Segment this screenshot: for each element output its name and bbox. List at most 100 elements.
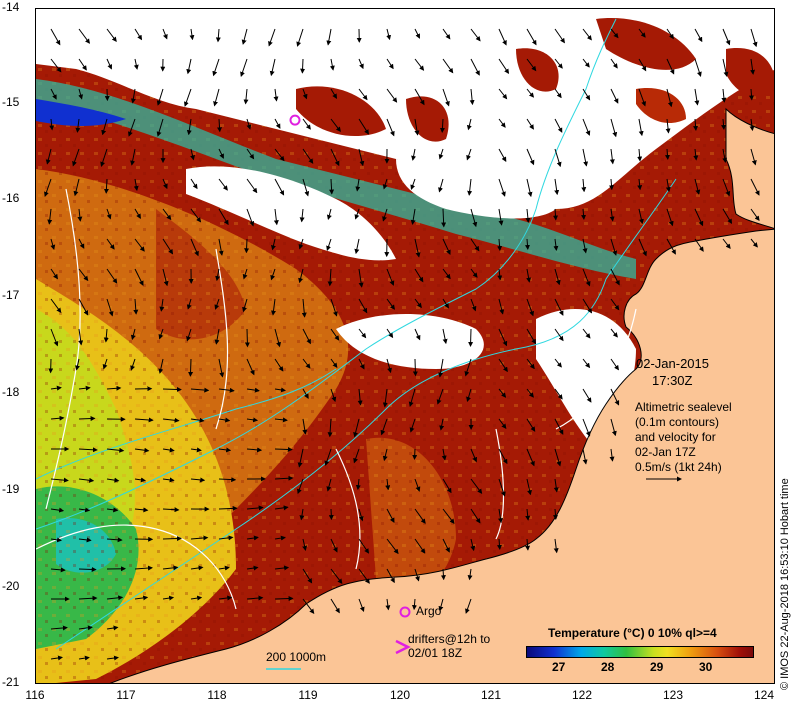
cold-band: [36, 79, 636, 279]
velocity-arrow: [78, 566, 97, 572]
velocity-arrow: [498, 28, 507, 46]
velocity-arrow: [554, 268, 561, 286]
velocity-arrow: [554, 448, 562, 467]
velocity-arrow: [468, 328, 474, 347]
bathymetry-200m: [55, 178, 677, 650]
velocity-arrow: [50, 268, 58, 280]
velocity-arrow: [330, 298, 338, 317]
velocity-arrow: [75, 358, 80, 371]
velocity-arrow: [158, 358, 164, 374]
lat-tick-label: -15: [2, 95, 20, 109]
velocity-arrow: [386, 298, 395, 310]
velocity-arrow: [218, 148, 224, 159]
sst-map-canvas: [36, 9, 774, 683]
lat-tick-label: -18: [2, 385, 20, 399]
cloud-mask-central-2: [396, 159, 556, 219]
velocity-arrow: [582, 238, 588, 254]
velocity-arrow: [246, 148, 255, 160]
velocity-arrow: [526, 418, 536, 432]
velocity-arrow: [101, 118, 108, 136]
velocity-arrow: [436, 388, 444, 405]
velocity-arrow: [694, 208, 704, 227]
drifters-legend-label: drifters@12h to: [408, 632, 491, 646]
velocity-arrow: [610, 388, 620, 406]
temperature-colorbar: [526, 646, 754, 658]
velocity-arrow: [470, 298, 477, 312]
velocity-arrow: [329, 178, 335, 195]
velocity-arrow: [274, 535, 286, 541]
argo-float-marker[interactable]: [289, 114, 301, 126]
velocity-arrow: [326, 208, 332, 220]
velocity-arrow: [78, 58, 87, 71]
velocity-arrow: [244, 238, 250, 254]
velocity-arrow: [326, 28, 332, 46]
velocity-arrow: [722, 238, 731, 249]
velocity-arrow: [100, 148, 108, 167]
velocity-arrow: [442, 538, 450, 553]
velocity-arrow: [218, 477, 237, 483]
velocity-arrow: [50, 298, 62, 314]
velocity-arrow: [582, 328, 591, 339]
velocity-arrow: [554, 28, 565, 44]
velocity-arrow: [328, 508, 334, 521]
velocity-arrow: [582, 388, 592, 403]
velocity-arrow: [750, 58, 756, 75]
velocity-arrow: [664, 148, 670, 160]
velocity-arrow: [78, 28, 90, 44]
velocity-arrow: [218, 238, 224, 256]
velocity-arrow: [582, 298, 593, 314]
colorbar-title: Temperature (°C) 0 10% ql>=4: [548, 626, 717, 640]
velocity-arrow: [162, 536, 182, 542]
argo-legend-icon: [399, 606, 411, 618]
velocity-arrow: [666, 238, 676, 255]
velocity-arrow: [302, 88, 308, 100]
velocity-arrow: [130, 88, 136, 104]
velocity-arrow: [722, 208, 733, 225]
velocity-arrow: [183, 88, 192, 107]
velocity-arrow: [581, 178, 587, 193]
velocity-arrow: [554, 148, 562, 168]
velocity-arrow: [242, 298, 248, 313]
velocity-arrow: [610, 268, 620, 286]
velocity-arrow: [102, 358, 108, 370]
velocity-arrow: [299, 508, 305, 521]
velocity-arrow: [212, 58, 220, 77]
velocity-arrow: [274, 358, 284, 372]
velocity-arrow: [106, 58, 113, 70]
velocity-arrow: [554, 358, 562, 368]
velocity-arrow: [78, 625, 93, 631]
velocity-arrow: [582, 148, 589, 167]
velocity-arrow: [358, 268, 364, 288]
velocity-arrow: [470, 448, 478, 463]
velocity-arrow: [438, 358, 444, 378]
velocity-arrow: [130, 328, 136, 341]
lon-tick-label: 123: [662, 688, 684, 702]
velocity-arrow: [665, 118, 671, 134]
velocity-arrow: [218, 535, 234, 541]
velocity-arrow: [302, 118, 311, 130]
velocity-arrow: [302, 568, 313, 584]
velocity-arrow: [75, 118, 81, 133]
velocity-arrow: [296, 478, 304, 495]
velocity-arrow: [440, 568, 446, 581]
velocity-arrow: [722, 28, 731, 46]
velocity-arrow: [749, 88, 754, 101]
velocity-arrow: [327, 418, 333, 438]
velocity-arrow: [130, 148, 136, 166]
velocity-arrow: [526, 88, 535, 98]
velocity-arrow: [50, 625, 68, 631]
velocity-arrow: [134, 238, 145, 252]
velocity-arrow: [190, 238, 199, 257]
velocity-arrow: [610, 418, 617, 437]
velocity-arrow: [498, 508, 503, 524]
velocity-arrow: [246, 358, 255, 376]
velocity-arrow: [162, 417, 180, 423]
velocity-arrow: [414, 268, 424, 283]
velocity-arrow: [271, 298, 276, 316]
velocity-arrow: [524, 238, 530, 250]
velocity-arrow: [414, 568, 420, 582]
velocity-arrow: [470, 508, 481, 524]
velocity-arrow: [722, 148, 728, 163]
velocity-arrow: [582, 28, 592, 41]
velocity-arrow: [526, 268, 532, 283]
